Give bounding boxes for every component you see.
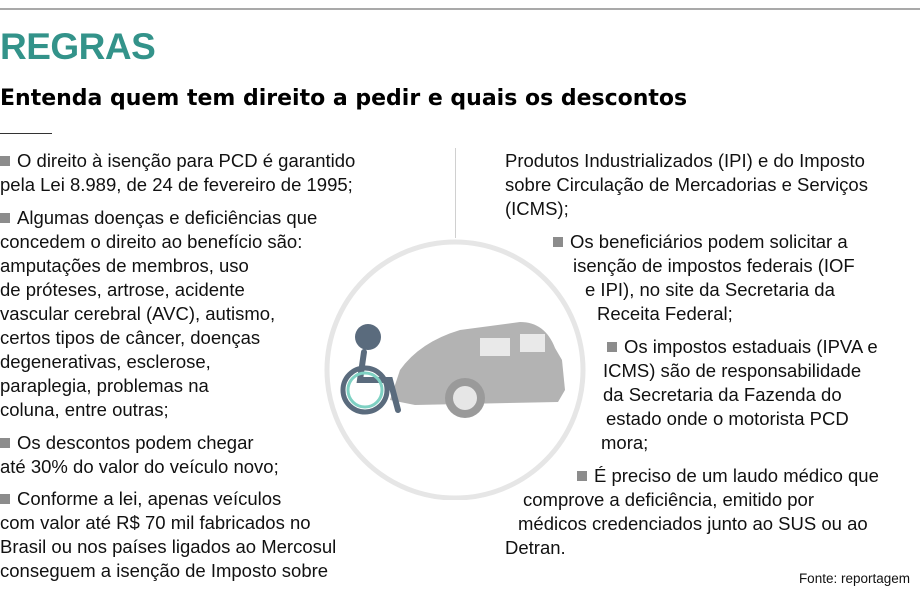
- paragraph-line: médicos credenciados junto ao SUS ou ao: [518, 513, 868, 535]
- paragraph-line: pela Lei 8.989, de 24 de fevereiro de 19…: [0, 174, 353, 196]
- paragraph-line: da Secretaria da Fazenda do: [603, 384, 842, 406]
- paragraph-line: mora;: [601, 432, 648, 454]
- paragraph-line: até 30% do valor do veículo novo;: [0, 456, 279, 478]
- line-text: comprove a deficiência, emitido por: [523, 489, 815, 510]
- paragraph-line: degenerativas, esclerose,: [0, 351, 211, 373]
- bullet-icon: [607, 342, 617, 352]
- bullet-icon: [577, 471, 587, 481]
- paragraph-line: Algumas doenças e deficiências que: [0, 207, 317, 229]
- line-text: O direito à isenção para PCD é garantido: [17, 150, 356, 171]
- paragraph-line: Os beneficiários podem solicitar a: [553, 231, 848, 253]
- wheelchair-person-icon: [340, 324, 401, 415]
- line-text: amputações de membros, uso: [0, 255, 249, 276]
- line-text: isenção de impostos federais (IOF: [573, 255, 855, 276]
- paragraph-line: Brasil ou nos países ligados ao Mercosul: [0, 536, 336, 558]
- paragraph-line: É preciso de um laudo médico que: [577, 465, 879, 487]
- line-text: conseguem a isenção de Imposto sobre: [0, 560, 329, 581]
- line-text: Os impostos estaduais (IPVA e: [624, 336, 878, 357]
- bullet-icon: [0, 438, 10, 448]
- paragraph-line: Produtos Industrializados (IPI) e do Imp…: [505, 150, 865, 172]
- bullet-icon: [0, 213, 10, 223]
- paragraph-line: coluna, entre outras;: [0, 399, 169, 421]
- line-text: Receita Federal;: [597, 303, 733, 324]
- line-text: sobre Circulação de Mercadorias e Serviç…: [505, 174, 868, 195]
- paragraph-line: Receita Federal;: [597, 303, 733, 325]
- ring-shape: [324, 239, 586, 500]
- paragraph-line: amputações de membros, uso: [0, 255, 249, 277]
- line-text: estado onde o motorista PCD: [606, 408, 849, 429]
- column-divider: [455, 148, 456, 238]
- paragraph-line: comprove a deficiência, emitido por: [523, 489, 814, 511]
- paragraph-line: O direito à isenção para PCD é garantido: [0, 150, 355, 172]
- paragraph-line: estado onde o motorista PCD: [606, 408, 849, 430]
- line-text: certos tipos de câncer, doenças: [0, 327, 261, 348]
- paragraph-line: paraplegia, problemas na: [0, 375, 209, 397]
- line-text: Detran.: [505, 537, 566, 558]
- line-text: Produtos Industrializados (IPI) e do Imp…: [505, 150, 865, 171]
- page-subtitle: Entenda quem tem direito a pedir e quais…: [0, 86, 688, 111]
- line-text: concedem o direito ao benefício são:: [0, 231, 303, 252]
- line-text: Conforme a lei, apenas veículos: [17, 488, 282, 509]
- line-text: Brasil ou nos países ligados ao Mercosul: [0, 536, 337, 557]
- paragraph-line: isenção de impostos federais (IOF: [573, 255, 855, 277]
- paragraph-line: Os descontos podem chegar: [0, 432, 254, 454]
- line-text: ICMS) são de responsabilidade: [603, 360, 862, 381]
- line-text: da Secretaria da Fazenda do: [603, 384, 842, 405]
- bullet-icon: [0, 156, 10, 166]
- source-note: Fonte: reportagem: [798, 571, 910, 586]
- section-title: REGRAS: [0, 26, 156, 67]
- paragraph-line: certos tipos de câncer, doenças: [0, 327, 260, 349]
- paragraph-line: concedem o direito ao benefício são:: [0, 231, 302, 253]
- top-rule: [0, 8, 920, 10]
- paragraph-line: Os impostos estaduais (IPVA e: [607, 336, 878, 358]
- line-text: É preciso de um laudo médico que: [594, 465, 879, 486]
- car-icon: [390, 322, 565, 418]
- line-text: (ICMS);: [505, 198, 569, 219]
- line-text: Algumas doenças e deficiências que: [17, 207, 318, 228]
- line-text: coluna, entre outras;: [0, 399, 169, 420]
- paragraph-line: vascular cerebral (AVC), autismo,: [0, 303, 275, 325]
- bullet-icon: [553, 237, 563, 247]
- paragraph-line: Conforme a lei, apenas veículos: [0, 488, 281, 510]
- line-text: paraplegia, problemas na: [0, 375, 209, 396]
- paragraph-line: e IPI), no site da Secretaria da: [585, 279, 835, 301]
- paragraph-line: de próteses, artrose, acidente: [0, 279, 245, 301]
- paragraph-line: sobre Circulação de Mercadorias e Serviç…: [505, 174, 868, 196]
- line-text: mora;: [601, 432, 649, 453]
- paragraph-line: ICMS) são de responsabilidade: [603, 360, 861, 382]
- short-divider: [0, 133, 52, 134]
- paragraph-line: (ICMS);: [505, 198, 569, 220]
- line-text: degenerativas, esclerose,: [0, 351, 211, 372]
- paragraph-line: Detran.: [505, 537, 566, 559]
- bullet-icon: [0, 494, 10, 504]
- paragraph-line: conseguem a isenção de Imposto sobre: [0, 560, 328, 582]
- line-text: com valor até R$ 70 mil fabricados no: [0, 512, 311, 533]
- line-text: e IPI), no site da Secretaria da: [585, 279, 835, 300]
- line-text: de próteses, artrose, acidente: [0, 279, 245, 300]
- paragraph-line: com valor até R$ 70 mil fabricados no: [0, 512, 311, 534]
- line-text: Os descontos podem chegar: [17, 432, 254, 453]
- wheelchair-user-and-car-icon: [324, 239, 586, 500]
- line-text: vascular cerebral (AVC), autismo,: [0, 303, 276, 324]
- line-text: até 30% do valor do veículo novo;: [0, 456, 279, 477]
- line-text: pela Lei 8.989, de 24 de fevereiro de 19…: [0, 174, 353, 195]
- line-text: médicos credenciados junto ao SUS ou ao: [518, 513, 868, 534]
- line-text: Os beneficiários podem solicitar a: [570, 231, 848, 252]
